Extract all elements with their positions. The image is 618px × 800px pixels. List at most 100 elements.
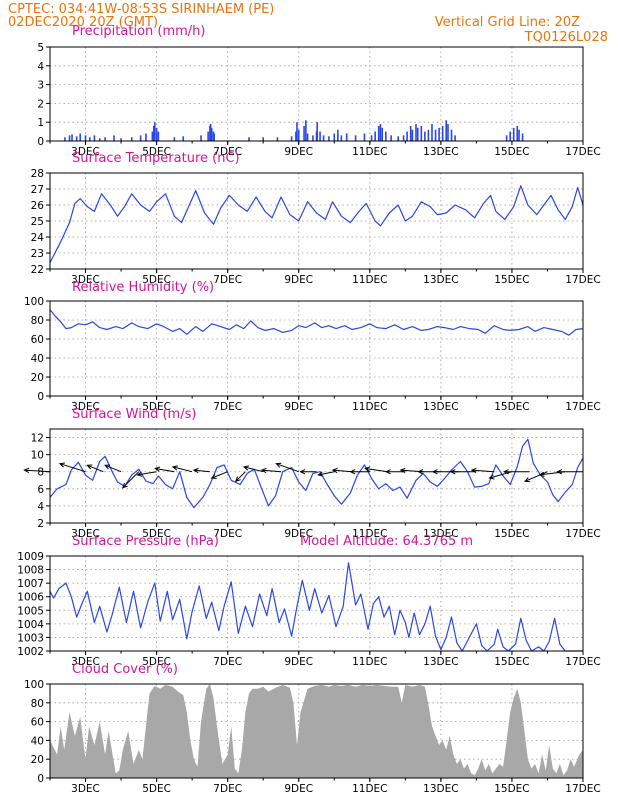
precip-bar xyxy=(340,135,343,141)
x-tick-label: 3DEC xyxy=(71,146,100,158)
precip-bar xyxy=(434,129,437,141)
relative-humidity-line xyxy=(49,309,584,336)
precip-bar xyxy=(397,136,400,141)
x-tick-label: 9DEC xyxy=(284,656,313,668)
grid xyxy=(50,556,583,651)
x-tick-label: 3DEC xyxy=(71,656,100,668)
x-tick-label: 15DEC xyxy=(494,783,529,795)
precip-bar xyxy=(173,137,176,141)
wind-arrow xyxy=(538,471,566,477)
y-tick-label: 0 xyxy=(37,136,44,148)
precip-bar xyxy=(290,136,293,141)
precip-bar xyxy=(213,133,215,141)
y-tick-label: 28 xyxy=(31,168,44,180)
x-tick-label: 13DEC xyxy=(423,783,458,795)
wind-arrow xyxy=(192,467,210,474)
precip-bar xyxy=(416,127,419,141)
precip-bar xyxy=(130,137,133,141)
wind-arrow xyxy=(317,471,335,477)
x-tick-label: 9DEC xyxy=(284,274,313,286)
y-tick-label: 20 xyxy=(31,372,44,384)
x-tick-label: 9DEC xyxy=(284,783,313,795)
y-tick-label: 5 xyxy=(37,42,44,54)
panel-title: Surface Pressure (hPa) xyxy=(72,534,219,549)
x-tick-label: 13DEC xyxy=(423,656,458,668)
panel-title: Relative Humidity (%) xyxy=(72,280,214,295)
precip-bar xyxy=(328,136,330,141)
panel-annotation: Model Altitude: 64.3765 m xyxy=(300,534,473,549)
y-tick-label: 20 xyxy=(31,754,44,766)
y-tick-label: 6 xyxy=(37,484,44,496)
precip-bar xyxy=(200,135,202,141)
precip-bar xyxy=(248,137,250,141)
y-tick-label: 80 xyxy=(31,315,44,327)
x-tick-label: 7DEC xyxy=(213,656,242,668)
precip-bar xyxy=(305,120,307,141)
precip-bar xyxy=(152,125,155,141)
y-tick-label: 1007 xyxy=(17,578,44,590)
precip-bar xyxy=(303,125,305,141)
precip-bar xyxy=(409,125,412,141)
x-tick-label: 5DEC xyxy=(142,656,171,668)
y-tick-label: 0 xyxy=(37,391,44,403)
y-tick-label: 0 xyxy=(37,773,44,785)
wind-arrow xyxy=(154,466,175,473)
surface-temperature-line xyxy=(49,185,584,263)
panel-title: Cloud Cover (%) xyxy=(72,662,178,677)
x-tick-label: 3DEC xyxy=(71,274,100,286)
panel-frame xyxy=(49,683,584,779)
precip-bar xyxy=(450,129,453,141)
wind-arrow xyxy=(121,471,140,489)
x-tick-label: 17DEC xyxy=(565,401,600,413)
panel-frame xyxy=(49,300,584,397)
y-tick-label: 27 xyxy=(31,184,44,196)
precip-bar xyxy=(322,135,325,141)
x-tick-label: 17DEC xyxy=(565,146,600,158)
wind-arrow xyxy=(275,462,299,473)
x-tick-label: 17DEC xyxy=(565,274,600,286)
panel-title: Surface Temperature (nC) xyxy=(72,151,240,166)
wind-arrow xyxy=(242,465,264,473)
wind-arrow xyxy=(502,469,530,475)
x-tick-label: 3DEC xyxy=(71,528,100,540)
panel-title: Precipitation (mm/h) xyxy=(72,24,205,39)
x-tick-label: 15DEC xyxy=(494,656,529,668)
precip-bar xyxy=(139,135,142,141)
precip-bar xyxy=(379,124,382,141)
precip-bar xyxy=(363,133,366,141)
precip-bar xyxy=(276,137,279,141)
wind-arrow xyxy=(524,471,548,483)
precip-bar xyxy=(151,131,154,141)
precip-bar xyxy=(454,135,456,141)
x-tick-label: 3DEC xyxy=(71,401,100,413)
precip-bar xyxy=(157,131,160,141)
x-tick-label: 7DEC xyxy=(213,528,242,540)
precip-bar xyxy=(113,135,115,141)
wind-arrow xyxy=(488,471,513,480)
precip-bar xyxy=(88,137,91,141)
precip-bar xyxy=(447,124,449,141)
precip-bar xyxy=(98,138,101,141)
x-tick-label: 11DEC xyxy=(352,783,387,795)
precip-bar xyxy=(316,122,319,141)
x-tick-label: 7DEC xyxy=(213,401,242,413)
y-tick-label: 10 xyxy=(31,450,44,462)
panel-surface-wind: Surface Wind (m/s) 2 4 6 8 10 12 3DEC 5DEC 7DEC 9D… xyxy=(23,407,601,540)
y-tick-label: 4 xyxy=(37,501,44,513)
wind-arrow xyxy=(470,467,495,474)
wind-arrow xyxy=(299,469,317,475)
y-tick-label: 1008 xyxy=(17,565,44,577)
surface-wind-line xyxy=(49,438,584,509)
precip-bar xyxy=(445,120,447,141)
precip-bar xyxy=(319,131,321,141)
y-tick-label: 1002 xyxy=(17,646,44,658)
x-tick-label: 11DEC xyxy=(352,656,387,668)
x-tick-label: 3DEC xyxy=(71,783,100,795)
precip-bar xyxy=(505,135,508,141)
x-tick-label: 7DEC xyxy=(213,146,242,158)
precip-bar xyxy=(431,124,433,141)
wind-arrow xyxy=(449,469,477,475)
precip-bar xyxy=(312,135,314,141)
precip-bar xyxy=(93,135,96,141)
y-tick-label: 1003 xyxy=(17,632,44,644)
